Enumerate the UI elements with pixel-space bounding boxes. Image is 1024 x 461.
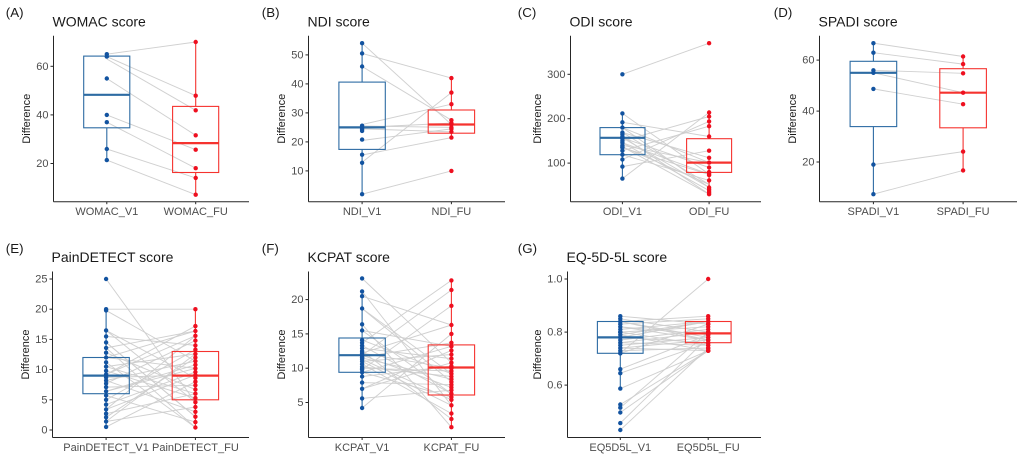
svg-text:NDI_FU: NDI_FU bbox=[432, 206, 472, 218]
svg-text:Difference: Difference bbox=[276, 330, 288, 380]
svg-text:10: 10 bbox=[291, 363, 303, 375]
svg-text:EQ5D5L_FU: EQ5D5L_FU bbox=[677, 442, 740, 454]
svg-text:KCPAT_FU: KCPAT_FU bbox=[423, 442, 479, 454]
svg-text:SPADI_V1: SPADI_V1 bbox=[848, 206, 900, 218]
svg-text:25: 25 bbox=[35, 274, 47, 286]
svg-text:40: 40 bbox=[802, 106, 814, 118]
svg-text:20: 20 bbox=[36, 158, 48, 170]
svg-text:SPADI_FU: SPADI_FU bbox=[937, 206, 990, 218]
svg-text:EQ-5D-5L score: EQ-5D-5L score bbox=[567, 249, 668, 265]
svg-text:100: 100 bbox=[547, 158, 565, 170]
svg-text:0.8: 0.8 bbox=[547, 327, 562, 339]
svg-text:Difference: Difference bbox=[21, 94, 33, 144]
svg-text:200: 200 bbox=[547, 113, 565, 125]
svg-text:Difference: Difference bbox=[532, 94, 544, 144]
svg-text:(D): (D) bbox=[774, 5, 792, 20]
svg-text:Difference: Difference bbox=[20, 330, 32, 380]
svg-text:60: 60 bbox=[802, 55, 814, 67]
svg-text:(F): (F) bbox=[262, 241, 279, 256]
svg-text:5: 5 bbox=[41, 394, 47, 406]
svg-text:30: 30 bbox=[291, 107, 303, 119]
svg-text:(E): (E) bbox=[6, 241, 24, 256]
svg-text:40: 40 bbox=[291, 78, 303, 90]
svg-text:WOMAC_FU: WOMAC_FU bbox=[164, 206, 228, 218]
svg-text:40: 40 bbox=[36, 109, 48, 121]
svg-text:KCPAT score: KCPAT score bbox=[308, 249, 391, 265]
svg-text:(A): (A) bbox=[6, 5, 24, 20]
svg-text:ODI_V1: ODI_V1 bbox=[603, 206, 642, 218]
svg-text:10: 10 bbox=[35, 364, 47, 376]
svg-text:Difference: Difference bbox=[787, 94, 799, 144]
svg-text:20: 20 bbox=[291, 136, 303, 148]
svg-text:ODI score: ODI score bbox=[570, 13, 633, 29]
svg-text:(C): (C) bbox=[518, 5, 536, 20]
svg-text:15: 15 bbox=[291, 328, 303, 340]
svg-text:20: 20 bbox=[802, 157, 814, 169]
svg-text:PainDETECT_V1: PainDETECT_V1 bbox=[63, 442, 149, 454]
svg-text:0: 0 bbox=[41, 425, 47, 437]
svg-text:60: 60 bbox=[36, 61, 48, 73]
svg-text:10: 10 bbox=[291, 165, 303, 177]
svg-text:5: 5 bbox=[297, 397, 303, 409]
svg-text:PainDETECT_FU: PainDETECT_FU bbox=[152, 442, 239, 454]
svg-text:WOMAC score: WOMAC score bbox=[53, 13, 147, 29]
svg-text:Difference: Difference bbox=[532, 330, 544, 380]
svg-text:300: 300 bbox=[547, 69, 565, 81]
svg-text:WOMAC_V1: WOMAC_V1 bbox=[75, 206, 138, 218]
svg-text:ODI_FU: ODI_FU bbox=[689, 206, 729, 218]
svg-text:EQ5D5L_V1: EQ5D5L_V1 bbox=[589, 442, 651, 454]
svg-text:KCPAT_V1: KCPAT_V1 bbox=[335, 442, 390, 454]
svg-text:50: 50 bbox=[291, 49, 303, 61]
svg-text:Difference: Difference bbox=[276, 94, 288, 144]
svg-text:(B): (B) bbox=[262, 5, 280, 20]
svg-text:(G): (G) bbox=[518, 241, 537, 256]
svg-text:20: 20 bbox=[291, 294, 303, 306]
svg-text:SPADI score: SPADI score bbox=[819, 13, 898, 29]
svg-text:NDI score: NDI score bbox=[308, 13, 370, 29]
svg-text:20: 20 bbox=[35, 304, 47, 316]
svg-text:0.6: 0.6 bbox=[547, 380, 562, 392]
svg-text:NDI_V1: NDI_V1 bbox=[343, 206, 382, 218]
svg-text:1.0: 1.0 bbox=[547, 274, 562, 286]
svg-text:PainDETECT score: PainDETECT score bbox=[52, 249, 174, 265]
svg-text:15: 15 bbox=[35, 334, 47, 346]
